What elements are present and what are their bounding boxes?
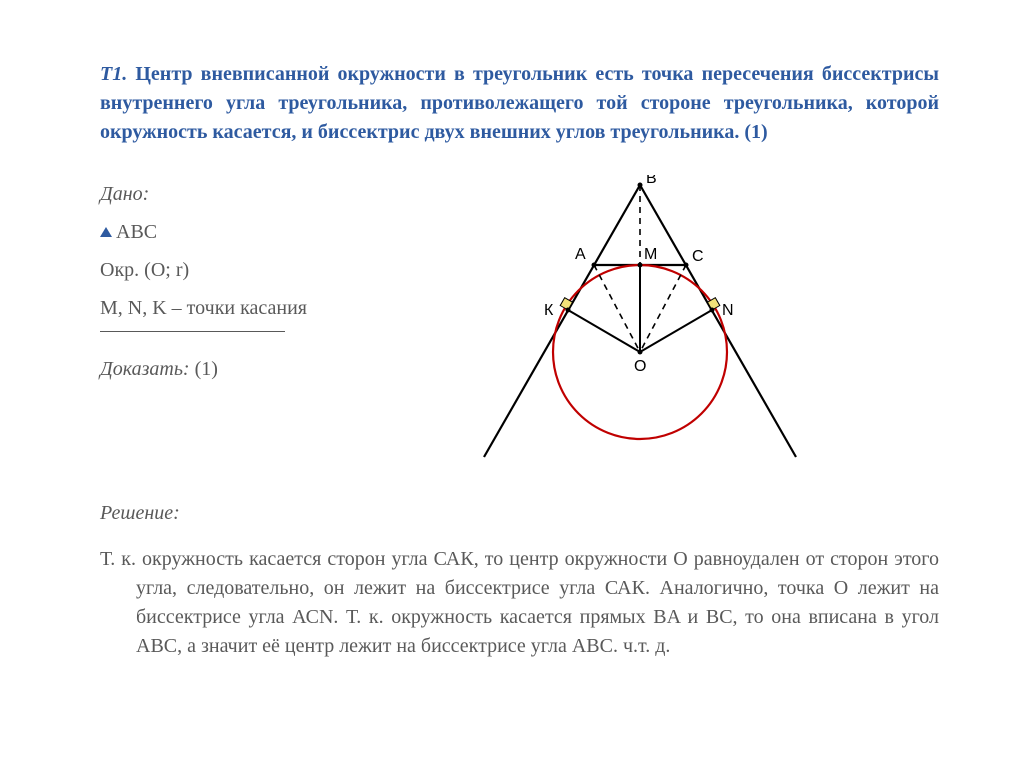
solution-text: Т. к. окружность касается сторон угла СА… (100, 545, 939, 661)
given-heading: Дано: (100, 175, 440, 213)
solution-heading: Решение: (100, 502, 939, 525)
label-B: B (646, 175, 657, 187)
label-O: O (634, 358, 646, 375)
label-A: A (575, 246, 586, 263)
theorem-label: Т1. (100, 63, 127, 85)
given-block: Дано: ABC Окр. (O; r) M, N, K – точки ка… (100, 175, 440, 480)
divider (100, 331, 285, 332)
theorem-text: Центр вневписанной окружности в треуголь… (100, 63, 939, 143)
theorem-statement: Т1. Центр вневписанной окружности в треу… (100, 60, 939, 147)
label-N: N (722, 302, 734, 319)
label-K: К (544, 302, 554, 319)
triangle-icon (100, 227, 112, 237)
given-line-1: ABC (116, 221, 157, 243)
prove-heading: Доказать: (100, 358, 190, 380)
given-line-3: M, N, K – точки касания (100, 289, 440, 327)
geometry-diagram: B A C M К N O (460, 175, 939, 480)
prove-text: (1) (195, 358, 218, 380)
given-line-2: Окр. (O; r) (100, 251, 440, 289)
label-M: M (644, 246, 657, 263)
label-C: C (692, 248, 704, 265)
